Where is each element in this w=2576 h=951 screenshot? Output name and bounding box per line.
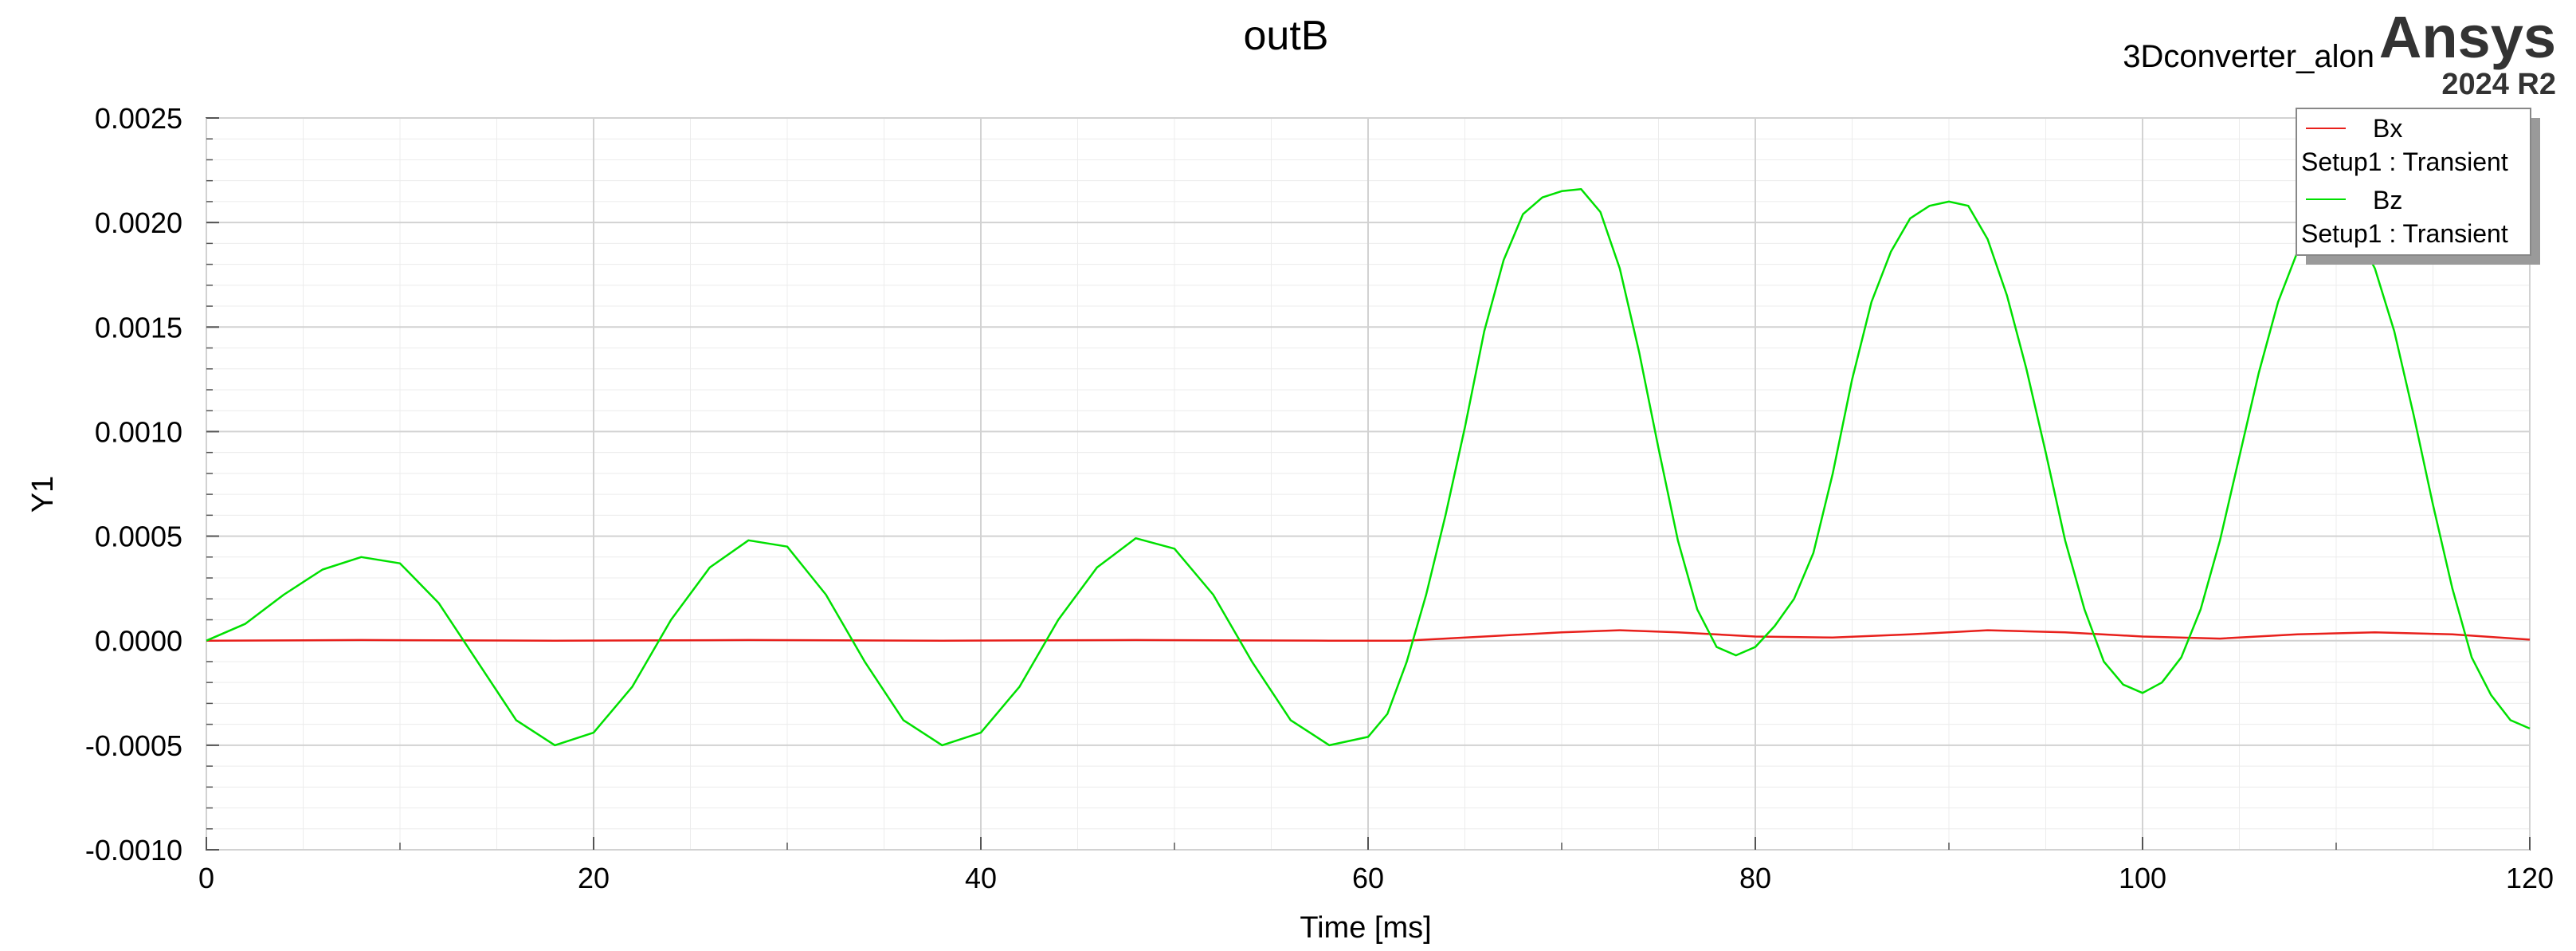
x-tick-label: 100 bbox=[2119, 862, 2166, 894]
x-axis-label: Time [ms] bbox=[1300, 911, 1431, 945]
y-tick-label: 0.0020 bbox=[95, 206, 182, 239]
x-tick-label: 20 bbox=[578, 862, 610, 894]
series-layer bbox=[206, 187, 2531, 747]
y-tick-label: 0.0015 bbox=[95, 311, 182, 344]
ansys-logo-text: Ansys bbox=[2379, 4, 2556, 70]
x-tick-labels: 0 20 40 60 80 100 120 bbox=[198, 862, 2554, 894]
legend-label-bx: Bx bbox=[2373, 114, 2402, 143]
version-label: 2024 R2 bbox=[2441, 68, 2556, 101]
project-name: 3Dconverter_alon bbox=[2123, 39, 2374, 74]
y-tick-label: 0.0025 bbox=[95, 102, 182, 135]
x-tick-label: 40 bbox=[965, 862, 997, 894]
x-tick-label: 0 bbox=[198, 862, 214, 894]
series-line-bz bbox=[206, 187, 2531, 747]
legend-box bbox=[2296, 108, 2531, 256]
y-tick-label: 0.0005 bbox=[95, 521, 182, 553]
y-tick-labels: 0.0025 0.0020 0.0015 0.0010 0.0005 0.0000 -0.0… bbox=[85, 102, 182, 867]
x-tick-label: 60 bbox=[1352, 862, 1384, 894]
legend-subtitle-bz: Setup1 : Transient bbox=[2301, 219, 2508, 248]
chart-title: outB bbox=[1244, 13, 1329, 59]
y-tick-label: -0.0005 bbox=[85, 729, 182, 762]
legend-label-bz: Bz bbox=[2373, 186, 2402, 214]
series-line-bx bbox=[206, 629, 2531, 642]
x-tick-label: 120 bbox=[2506, 862, 2554, 894]
x-tick-label: 80 bbox=[1739, 862, 1771, 894]
plot-area bbox=[206, 117, 2531, 851]
legend-subtitle-bx: Setup1 : Transient bbox=[2301, 147, 2508, 176]
y-tick-label: -0.0010 bbox=[85, 834, 182, 867]
y-tick-label: 0.0010 bbox=[95, 415, 182, 448]
y-tick-label: 0.0000 bbox=[95, 625, 182, 658]
y-axis-label: Y1 bbox=[26, 476, 60, 513]
legend: Bx Setup1 : Transient Bz Setup1 : Transi… bbox=[2296, 108, 2540, 265]
